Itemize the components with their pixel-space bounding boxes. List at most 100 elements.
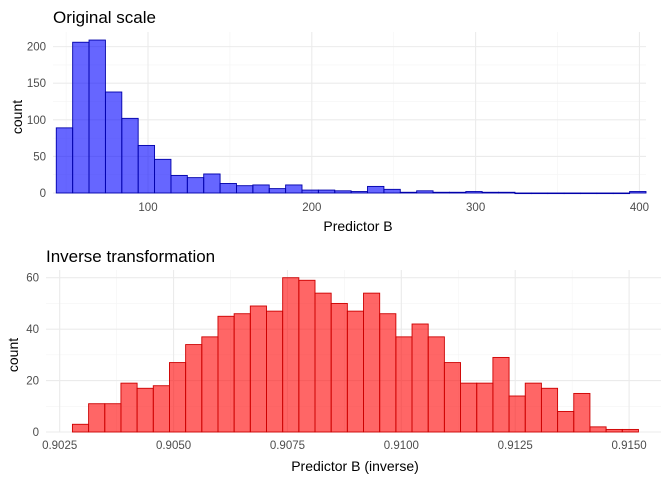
- histogram-bar: [120, 382, 138, 433]
- histogram-bar: [298, 279, 316, 433]
- x-tick-label: 0.9050: [156, 440, 191, 452]
- histogram-bar: [629, 191, 647, 194]
- histogram-bar: [186, 177, 205, 194]
- histogram-bar: [399, 191, 418, 194]
- y-tick-label: 100: [27, 115, 46, 127]
- histogram-bar: [219, 183, 237, 194]
- y-tick-label: 50: [33, 151, 46, 163]
- histogram-bar: [605, 428, 623, 433]
- histogram-bar: [498, 191, 516, 194]
- histogram-bar: [547, 192, 565, 195]
- x-tick-label: 0.9150: [612, 440, 647, 452]
- histogram-bar: [427, 336, 445, 433]
- histogram-bar: [481, 191, 500, 194]
- histogram-bar: [383, 188, 401, 194]
- x-tick-labels: 0.9025 0.9050 0.9075 0.9100 0.9125 0.9150: [42, 440, 647, 452]
- histogram-bar: [460, 382, 478, 433]
- bars: [71, 277, 639, 433]
- histogram-bar: [71, 423, 90, 433]
- y-tick-label: 60: [26, 273, 39, 285]
- histogram-bar: [266, 310, 284, 433]
- histogram-bar: [416, 190, 434, 194]
- histogram-bar: [432, 191, 450, 194]
- histogram-bar: [169, 362, 187, 433]
- histogram-bar: [334, 190, 352, 194]
- histogram-bar: [621, 428, 639, 433]
- histogram-bar: [476, 382, 494, 433]
- histogram-bar: [252, 184, 270, 194]
- y-tick-label: 0: [40, 188, 46, 200]
- histogram-bar: [411, 323, 429, 433]
- y-tick-label: 0: [33, 427, 39, 439]
- histogram-bar: [317, 189, 336, 194]
- histogram-bar: [314, 292, 332, 433]
- histogram-bar: [88, 39, 106, 194]
- histogram-panel-original: Original scale 0 50 100 150 200 100 200 300 400…: [9, 8, 649, 234]
- histogram-bar: [121, 117, 139, 194]
- x-tick-label: 300: [466, 202, 485, 214]
- histogram-bar: [72, 41, 90, 194]
- histogram-bar: [236, 185, 254, 194]
- x-axis-label: Predictor B (inverse): [291, 458, 419, 474]
- histogram-bar: [136, 387, 154, 433]
- histogram-bar: [233, 313, 251, 433]
- histogram-bar: [596, 192, 614, 195]
- chart-title: Inverse transformation: [46, 247, 215, 266]
- y-axis-label: count: [9, 100, 25, 134]
- histogram-bar: [563, 192, 581, 195]
- histogram-bar: [104, 403, 122, 433]
- y-tick-labels: 0 20 40 60: [26, 273, 39, 439]
- histogram-bar: [580, 192, 598, 195]
- y-axis-label: count: [5, 338, 21, 372]
- histogram-bar: [465, 191, 483, 194]
- histogram-bar: [154, 158, 172, 194]
- histogram-bar: [282, 277, 300, 433]
- histogram-bar: [268, 188, 287, 194]
- histogram-bar: [285, 184, 303, 194]
- histogram-bar: [137, 144, 156, 194]
- histogram-bar: [201, 336, 219, 433]
- histogram-bar: [346, 310, 364, 433]
- histogram-bar: [55, 127, 74, 194]
- chart-title: Original scale: [53, 8, 156, 27]
- x-tick-labels: 100 200 300 400: [138, 202, 649, 214]
- x-tick-label: 400: [630, 202, 649, 214]
- x-tick-label: 0.9125: [498, 440, 533, 452]
- histogram-bar: [540, 387, 559, 433]
- y-tick-label: 150: [27, 78, 46, 90]
- y-tick-labels: 0 50 100 150 200: [27, 42, 46, 200]
- histogram-bar: [395, 336, 413, 433]
- histogram-bar: [448, 191, 467, 194]
- histogram-bar: [301, 189, 319, 194]
- histogram-bar: [104, 91, 123, 194]
- histogram-bar: [589, 426, 607, 433]
- x-tick-label: 100: [138, 202, 157, 214]
- histogram-bar: [88, 403, 106, 433]
- x-tick-label: 0.9075: [270, 440, 305, 452]
- y-tick-label: 40: [26, 324, 39, 336]
- histogram-bar: [152, 385, 170, 433]
- histogram-bar: [203, 173, 221, 194]
- y-tick-label: 200: [27, 42, 46, 54]
- histogram-bar: [508, 395, 526, 433]
- x-tick-label: 200: [302, 202, 321, 214]
- histogram-panel-inverse: Inverse transformation 0 20 40 60 0.9025 0.9…: [5, 247, 661, 474]
- bars: [55, 39, 647, 195]
- histogram-bar: [524, 382, 542, 433]
- histogram-bar: [249, 305, 267, 433]
- histogram-bar: [492, 356, 510, 433]
- histogram-bar: [170, 174, 188, 194]
- histogram-bar: [379, 313, 397, 433]
- x-tick-label: 0.9025: [42, 440, 77, 452]
- histogram-bar: [217, 315, 235, 433]
- histogram-bar: [363, 292, 381, 433]
- histogram-bar: [514, 192, 532, 195]
- histogram-bar: [367, 185, 385, 194]
- histogram-bar: [530, 192, 549, 195]
- y-tick-label: 20: [26, 376, 39, 388]
- histogram-bar: [443, 362, 462, 433]
- histogram-bar: [612, 192, 631, 195]
- histogram-bar: [185, 344, 203, 433]
